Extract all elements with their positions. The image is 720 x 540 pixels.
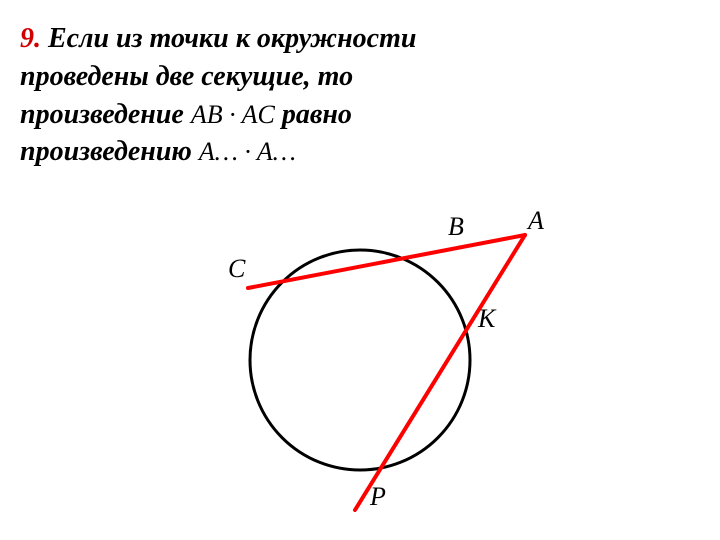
label-P: Р [370,482,386,512]
line2: проведены две секущие, то [20,58,700,96]
text-line-1: 9. Если из точки к окружности [20,20,700,58]
problem-number: 9. [20,23,41,54]
text-line-3: произведение AB · AC равно [20,96,700,134]
formula2: A… · A… [199,137,296,166]
line4: произведению [20,136,199,167]
diagram: А В С К Р [180,200,560,520]
label-B: В [448,212,464,242]
line3a: произведение [20,99,191,130]
label-K: К [478,304,495,334]
line1: Если из точки к окружности [41,23,416,54]
page: 9. Если из точки к окружности проведены … [0,0,720,540]
formula1: AB · AC [191,100,275,129]
label-C: С [228,254,245,284]
text-line-4: произведению A… · A… [20,133,700,171]
diagram-svg [180,200,560,520]
label-A: А [528,206,544,236]
line3b: равно [275,99,352,130]
problem-text: 9. Если из точки к окружности проведены … [20,20,700,171]
